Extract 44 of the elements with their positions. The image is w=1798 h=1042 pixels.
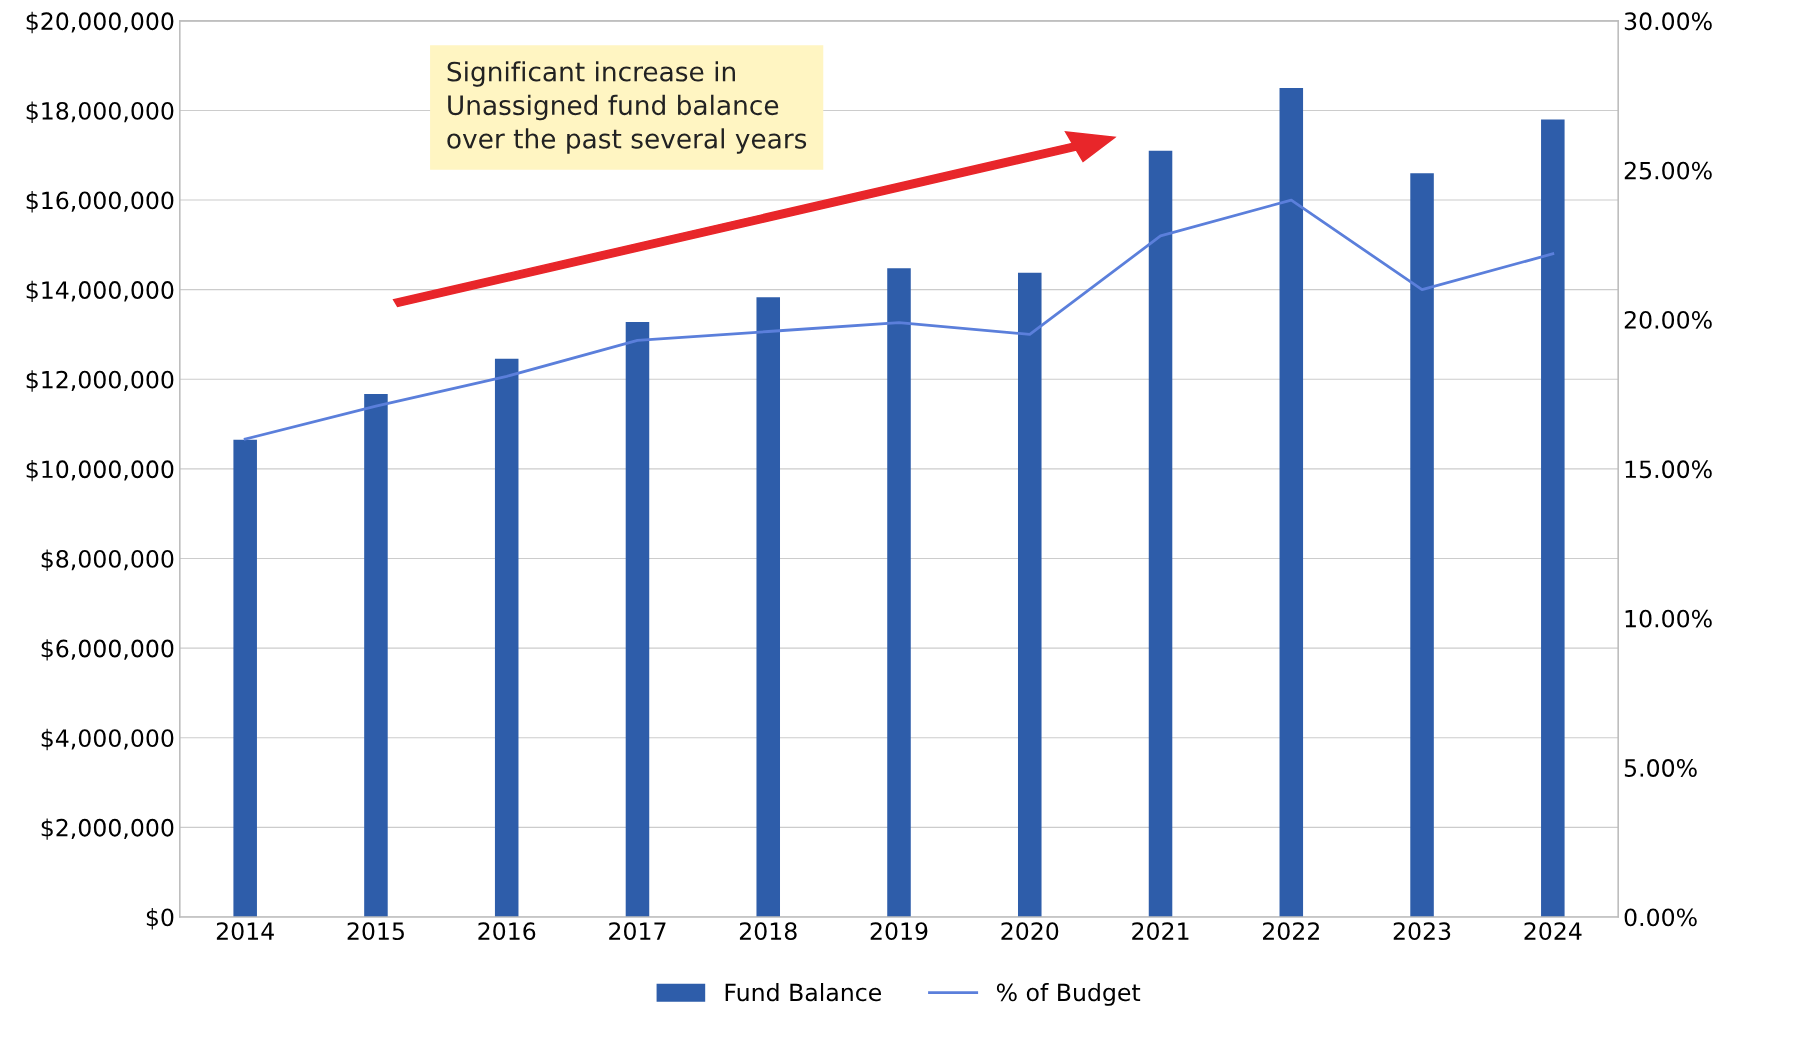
- bar: [1541, 119, 1565, 917]
- y-tick-label: $12,000,000: [26, 370, 174, 392]
- y2-tick-label: 25.00%: [1624, 161, 1712, 180]
- x-tick-label: 2016: [478, 922, 536, 941]
- x-tick-label: 2017: [609, 922, 666, 941]
- y-tick-label: $14,000,000: [26, 280, 174, 303]
- bar: [887, 268, 911, 917]
- x-tick-label: 2022: [1262, 922, 1319, 941]
- annotation: Significant increase in Unassigned fund balance over the past several years: [447, 61, 807, 154]
- legend-label: % of Budget: [996, 983, 1141, 1006]
- y2-tick-label: 10.00%: [1625, 609, 1712, 628]
- y2-tick-label: 30.00%: [1624, 12, 1712, 31]
- x-tick-label: 2018: [739, 922, 797, 941]
- bar: [494, 358, 519, 917]
- bar: [625, 321, 650, 917]
- x-tick-label: 2020: [1001, 922, 1059, 941]
- x-tick-label: 2019: [870, 922, 928, 941]
- y-tick-label: $0: [146, 907, 174, 930]
- bar: [1017, 272, 1042, 917]
- y2-tick-label: 0.00%: [1624, 908, 1697, 927]
- x-tick-label: 2021: [1132, 922, 1189, 941]
- bar: [233, 439, 257, 917]
- x-tick-label: 2023: [1393, 922, 1451, 941]
- x-tick-label: 2024: [1524, 922, 1582, 941]
- x-tick-label: 2015: [347, 922, 404, 941]
- bar: [1279, 88, 1304, 917]
- bar: [1410, 173, 1434, 917]
- y-tick-label: $8,000,000: [41, 549, 174, 571]
- y2-tick-label: 20.00%: [1624, 310, 1712, 329]
- line-series: [243, 198, 1555, 441]
- bar: [756, 297, 781, 917]
- y-tick-label: $18,000,000: [26, 101, 174, 123]
- y-tick-label: $6,000,000: [41, 639, 174, 661]
- x-tick-label: 2014: [216, 922, 274, 941]
- bar: [364, 394, 388, 917]
- y2-tick-label: 15.00%: [1625, 460, 1712, 479]
- y2-tick-label: 5.00%: [1624, 759, 1697, 777]
- legend-label: Fund Balance: [725, 983, 881, 1002]
- y-tick-label: $10,000,000: [26, 459, 174, 482]
- y-tick-label: $2,000,000: [41, 818, 174, 840]
- y-tick-label: $16,000,000: [26, 191, 174, 213]
- bar: [1148, 150, 1173, 917]
- y-tick-label: $4,000,000: [41, 728, 174, 751]
- y-tick-label: $20,000,000: [26, 11, 174, 34]
